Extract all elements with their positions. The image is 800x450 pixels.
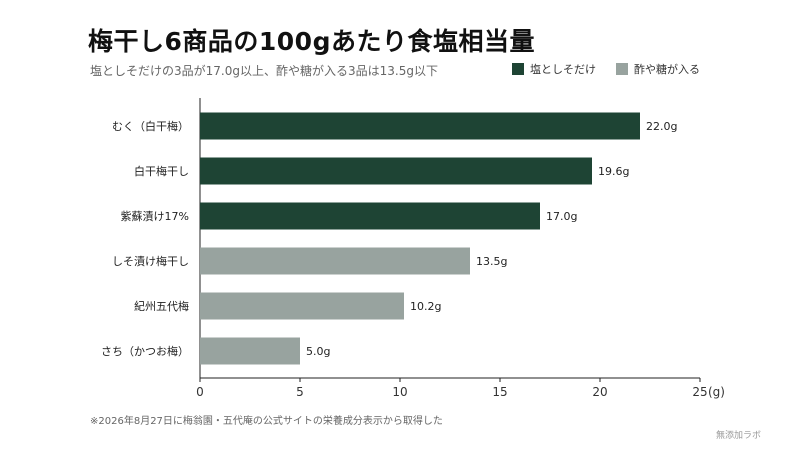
legend: 塩としそだけ 酢や糖が入る bbox=[512, 61, 720, 77]
legend-swatch-vinegar-sugar bbox=[616, 63, 628, 75]
category-label-6: さち（かつお梅） bbox=[101, 344, 189, 358]
category-label-4: しそ漬け梅干し bbox=[112, 254, 189, 268]
legend-label-salt-shiso: 塩としそだけ bbox=[530, 63, 596, 76]
value-label-1: 22.0g bbox=[646, 120, 677, 133]
legend-swatch-salt-shiso bbox=[512, 63, 524, 75]
value-label-6: 5.0g bbox=[306, 345, 330, 358]
x-tick-label-1: 5 bbox=[296, 385, 304, 399]
legend-item-salt-shiso: 塩としそだけ bbox=[512, 61, 596, 77]
value-label-4: 13.5g bbox=[476, 255, 507, 268]
category-label-2: 白干梅干し bbox=[134, 164, 189, 178]
chart-title: 梅干し6商品の100gあたり食塩相当量 bbox=[88, 27, 535, 56]
source-note: ※2026年8月27日に梅翁園・五代庵の公式サイトの栄養成分表示から取得した bbox=[90, 416, 443, 427]
x-tick-label-3: 15 bbox=[492, 385, 507, 399]
category-label-3: 紫蘇漬け17% bbox=[121, 209, 189, 223]
credit-label: 無添加ラボ bbox=[716, 431, 762, 441]
legend-label-vinegar-sugar: 酢や糖が入る bbox=[634, 63, 700, 76]
category-label-1: むく（白干梅） bbox=[112, 119, 189, 133]
bar-1 bbox=[200, 112, 640, 140]
bar-5 bbox=[200, 292, 404, 320]
bar-4 bbox=[200, 247, 470, 275]
value-label-5: 10.2g bbox=[410, 300, 441, 313]
chart-subtitle: 塩としそだけの3品が17.0g以上、酢や糖が入る3品は13.5g以下 bbox=[90, 64, 438, 78]
value-label-2: 19.6g bbox=[598, 165, 629, 178]
bar-3 bbox=[200, 202, 540, 230]
x-tick-label-2: 10 bbox=[392, 385, 407, 399]
category-label-5: 紀州五代梅 bbox=[134, 299, 189, 313]
bar-6 bbox=[200, 337, 300, 365]
value-label-3: 17.0g bbox=[546, 210, 577, 223]
x-tick-label-5: 25 bbox=[692, 385, 707, 399]
legend-item-vinegar-sugar: 酢や糖が入る bbox=[616, 61, 700, 77]
x-axis-unit: (g) bbox=[708, 385, 725, 399]
bar-2 bbox=[200, 157, 592, 185]
x-tick-label-0: 0 bbox=[196, 385, 204, 399]
x-tick-label-4: 20 bbox=[592, 385, 607, 399]
